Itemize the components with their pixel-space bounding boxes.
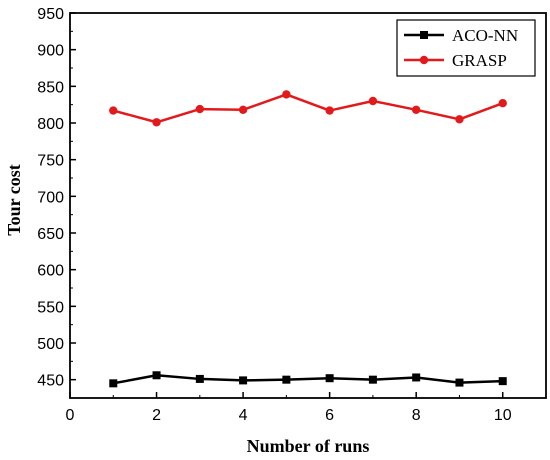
y-tick-label: 550 — [37, 299, 64, 316]
series-line-aco-nn — [113, 374, 503, 385]
series-grasp — [109, 90, 507, 127]
data-point-grasp — [109, 106, 118, 115]
data-point-aco-nn — [498, 377, 507, 386]
x-axis-title: Number of runs — [247, 436, 370, 456]
legend-marker-aco-nn — [420, 31, 428, 39]
series-aco-nn — [109, 371, 507, 388]
data-point-grasp — [325, 106, 334, 115]
plot-frame — [69, 12, 547, 399]
x-tick-label: 8 — [412, 407, 421, 424]
data-point-grasp — [368, 96, 378, 106]
y-axis-title: Tour cost — [4, 164, 24, 236]
y-tick-label: 800 — [37, 116, 64, 133]
data-point-aco-nn — [152, 371, 161, 380]
data-point-aco-nn — [239, 376, 248, 385]
x-axis-ticks: 0 2 4 6 8 10 — [66, 392, 547, 424]
data-point-grasp — [195, 104, 205, 114]
data-point-grasp — [498, 99, 507, 108]
data-point-aco-nn — [325, 374, 334, 383]
y-tick-label: 750 — [37, 153, 64, 170]
y-tick-label: 650 — [37, 226, 64, 243]
y-tick-label: 950 — [37, 6, 64, 23]
data-point-aco-nn — [368, 375, 377, 384]
legend-marker-grasp — [419, 55, 429, 65]
data-point-grasp — [455, 115, 464, 124]
y-tick-label: 900 — [37, 43, 64, 60]
data-point-aco-nn — [109, 379, 118, 388]
series-line-grasp — [112, 93, 504, 124]
y-tick-label: 450 — [37, 373, 64, 390]
legend-label-aco-nn: ACO-NN — [452, 26, 518, 45]
x-tick-label: 0 — [66, 407, 75, 424]
data-point-grasp — [238, 105, 248, 115]
y-tick-label: 700 — [37, 189, 64, 206]
y-tick-label: 850 — [37, 79, 64, 96]
data-point-grasp — [282, 90, 291, 99]
x-tick-label: 4 — [239, 407, 248, 424]
data-point-grasp — [411, 105, 421, 115]
x-tick-label: 10 — [494, 407, 512, 424]
x-tick-label: 2 — [152, 407, 161, 424]
legend-label-grasp: GRASP — [452, 51, 507, 70]
data-point-aco-nn — [282, 375, 291, 384]
y-tick-label: 500 — [37, 336, 64, 353]
data-point-aco-nn — [412, 373, 421, 382]
y-tick-label: 600 — [37, 263, 64, 280]
y-axis-ticks: 450 500 550 600 650 700 750 800 850 900 950 — [37, 6, 76, 399]
legend: ACO-NN GRASP — [396, 19, 536, 77]
x-tick-label: 6 — [325, 407, 334, 424]
data-point-grasp — [152, 118, 161, 127]
series-layer — [109, 90, 507, 388]
data-point-aco-nn — [455, 378, 464, 387]
data-point-aco-nn — [195, 374, 204, 383]
legend-box — [396, 19, 536, 77]
